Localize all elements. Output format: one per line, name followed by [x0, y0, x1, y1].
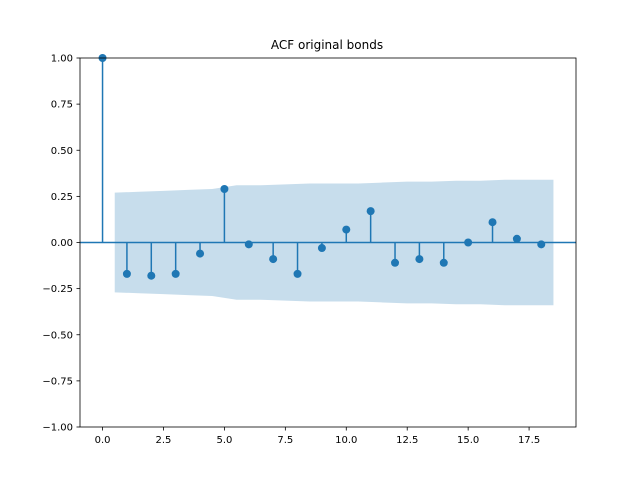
- acf-marker-lag-14: [439, 258, 448, 267]
- acf-marker-lag-12: [391, 258, 400, 267]
- acf-marker-lag-11: [366, 207, 375, 216]
- acf-marker-lag-17: [512, 234, 521, 243]
- x-tick-label: 15.0: [457, 435, 479, 446]
- acf-marker-lag-13: [415, 255, 424, 264]
- acf-marker-lag-16: [488, 218, 497, 227]
- acf-marker-lag-4: [196, 249, 205, 258]
- y-tick-label: −1.00: [42, 423, 73, 434]
- acf-marker-lag-18: [537, 240, 546, 249]
- x-tick-label: 17.5: [518, 435, 540, 446]
- x-tick-label: 2.5: [156, 435, 172, 446]
- x-tick-label: 10.0: [335, 435, 357, 446]
- x-axis-ticks: 0.0 2.5 5.0 7.5 10.0 12.5 15.0 17.5: [95, 427, 540, 446]
- y-tick-label: −0.50: [42, 330, 73, 341]
- y-tick-label: 1.00: [51, 54, 73, 65]
- acf-marker-lag-10: [342, 225, 351, 234]
- x-tick-label: 5.0: [216, 435, 232, 446]
- marker-layer: [98, 54, 546, 280]
- y-tick-label: 0.75: [51, 100, 73, 111]
- x-tick-label: 7.5: [277, 435, 293, 446]
- axes-frame: [79, 57, 577, 428]
- acf-marker-lag-1: [122, 269, 131, 278]
- acf-marker-lag-6: [244, 240, 253, 249]
- acf-marker-lag-2: [147, 271, 156, 280]
- x-tick-label: 12.5: [396, 435, 418, 446]
- x-tick-label: 0.0: [95, 435, 111, 446]
- acf-marker-lag-9: [317, 244, 326, 253]
- acf-marker-lag-7: [269, 255, 278, 264]
- y-axis-ticks: −1.00 −0.75 −0.50 −0.25 0.00 0.25 0.50 0.75 1.00: [42, 54, 80, 434]
- y-tick-label: 0.00: [51, 238, 73, 249]
- acf-marker-lag-8: [293, 269, 302, 278]
- acf-marker-lag-5: [220, 184, 229, 193]
- y-tick-label: −0.75: [42, 376, 73, 387]
- y-tick-label: 0.25: [51, 192, 73, 203]
- acf-marker-lag-15: [464, 238, 473, 247]
- y-tick-label: 0.50: [51, 146, 73, 157]
- y-tick-label: −0.25: [42, 284, 73, 295]
- acf-marker-lag-3: [171, 269, 180, 278]
- chart-title: ACF original bonds: [271, 38, 383, 52]
